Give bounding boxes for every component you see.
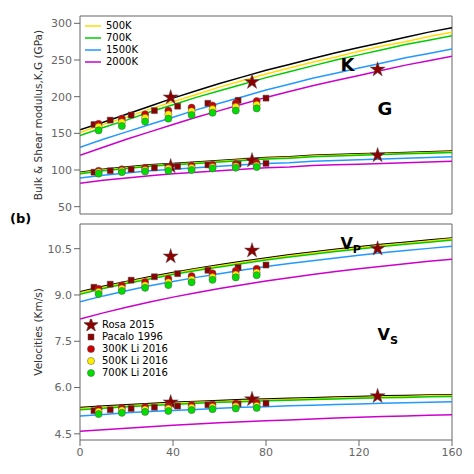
svg-text:4.5: 4.5	[55, 428, 73, 441]
svg-text:6.0: 6.0	[55, 381, 73, 394]
html-text:G: G	[377, 97, 393, 119]
svg-text:7.5: 7.5	[55, 335, 73, 348]
html-text:(b): (b)	[10, 211, 32, 226]
svg-text:0: 0	[77, 446, 84, 459]
svg-text:9.0: 9.0	[55, 289, 73, 302]
html-text:700K Li 2016: 700K Li 2016	[102, 367, 168, 379]
html-text:VP: VP	[340, 234, 361, 257]
svg-text:160: 160	[442, 446, 463, 459]
html-text:500K Li 2016: 500K Li 2016	[102, 355, 168, 367]
html-text:700K: 700K	[106, 32, 132, 43]
svg-text:10.5: 10.5	[48, 243, 73, 256]
svg-text:120: 120	[349, 446, 370, 459]
html-text:Rosa 2015: Rosa 2015	[102, 319, 155, 331]
html-text:2000K: 2000K	[106, 56, 138, 67]
svg-text:100: 100	[51, 164, 72, 177]
html-text:K: K	[340, 54, 355, 76]
html-text:Bulk & Shear modulus,K,G (GPa): Bulk & Shear modulus,K,G (GPa)	[32, 29, 44, 201]
html-text:1500K: 1500K	[106, 44, 138, 55]
svg-text:80: 80	[259, 446, 273, 459]
html-text:500K: 500K	[106, 20, 132, 31]
svg-text:40: 40	[166, 446, 180, 459]
html-text:300K Li 2016: 300K Li 2016	[102, 343, 168, 355]
svg-text:50: 50	[58, 201, 72, 214]
svg-text:250: 250	[51, 54, 72, 67]
svg-text:300: 300	[51, 17, 72, 30]
html-text:Velocities (Km/s): Velocities (Km/s)	[32, 288, 44, 376]
svg-text:150: 150	[51, 127, 72, 140]
svg-text:200: 200	[51, 91, 72, 104]
html-text:VS: VS	[377, 325, 398, 348]
html-text:Pacalo 1996: Pacalo 1996	[102, 331, 163, 343]
